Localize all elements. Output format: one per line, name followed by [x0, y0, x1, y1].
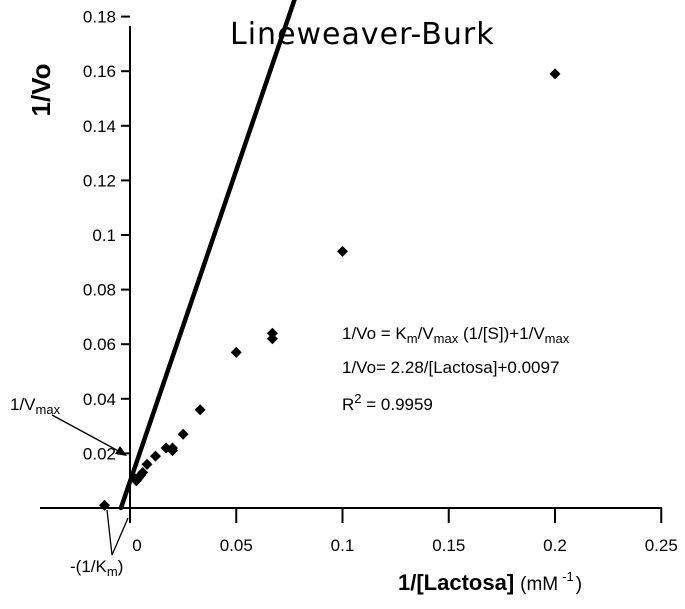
y-tick-label: 0.08 — [83, 281, 116, 300]
data-point — [266, 333, 278, 345]
y-tick-label: 0.02 — [83, 444, 116, 463]
x-axis-label: 1/[Lactosa] (mM -1) — [398, 569, 582, 595]
km-arrow-line-1 — [106, 509, 113, 556]
equation-box: 1/Vo = Km/Vmax (1/[S])+1/Vmax 1/Vo= 2.28… — [342, 324, 570, 414]
data-point — [230, 346, 242, 358]
vmax-arrow-line — [51, 414, 125, 455]
data-point — [160, 442, 172, 454]
y-tick-label: 0.1 — [92, 226, 116, 245]
chart-title: Lineweaver-Burk — [230, 17, 495, 52]
regression-line — [118, 0, 297, 511]
svg-text:1/[Lactosa](mM-1): 1/[Lactosa] (mM -1) — [398, 569, 582, 595]
data-point — [128, 472, 140, 484]
r-squared-line: R2 = 0.9959 — [342, 391, 433, 414]
data-point — [337, 245, 348, 257]
x-tick-label: 0.1 — [331, 536, 355, 555]
data-point — [99, 499, 110, 511]
km-arrow-line-2 — [111, 517, 129, 556]
y-tick-label: 0.06 — [83, 335, 116, 354]
ticks-group: 0.02 0.04 0.06 0.08 0.1 0.12 0.14 0.16 0.18 0 0.05… — [83, 8, 678, 555]
y-tick-label: 0.14 — [83, 117, 116, 136]
y-tick-label: 0.04 — [83, 390, 116, 409]
annotations: 1/Vmax -(1/Km) — [10, 395, 129, 579]
y-tick-label: 0.18 — [83, 8, 116, 27]
data-point — [141, 458, 153, 470]
axes — [40, 26, 662, 523]
x-tick-label: 0.25 — [645, 536, 678, 555]
data-point — [194, 404, 206, 416]
vmax-arrow-head — [115, 446, 127, 456]
km-annotation-label: -(1/Km) — [70, 557, 123, 579]
y-tick-label: 0.16 — [83, 62, 116, 81]
x-tick-label: 0.05 — [220, 536, 253, 555]
x-tick-label: 0 — [132, 536, 141, 555]
fit-line-group — [118, 0, 297, 511]
data-point — [150, 450, 161, 462]
equation-line-2: 1/Vo= 2.28/[Lactosa]+0.0097 — [342, 358, 559, 377]
equation-line-1: 1/Vo = Km/Vmax (1/[S])+1/Vmax — [342, 324, 570, 346]
data-point — [177, 428, 189, 440]
points-group — [99, 68, 561, 511]
vmax-annotation-label: 1/Vmax — [10, 395, 61, 417]
x-tick-label: 0.15 — [432, 536, 465, 555]
x-tick-label: 0.2 — [543, 536, 567, 555]
y-axis-label: 1/Vo — [26, 64, 56, 117]
y-tick-label: 0.12 — [83, 171, 116, 190]
data-point — [549, 68, 561, 80]
